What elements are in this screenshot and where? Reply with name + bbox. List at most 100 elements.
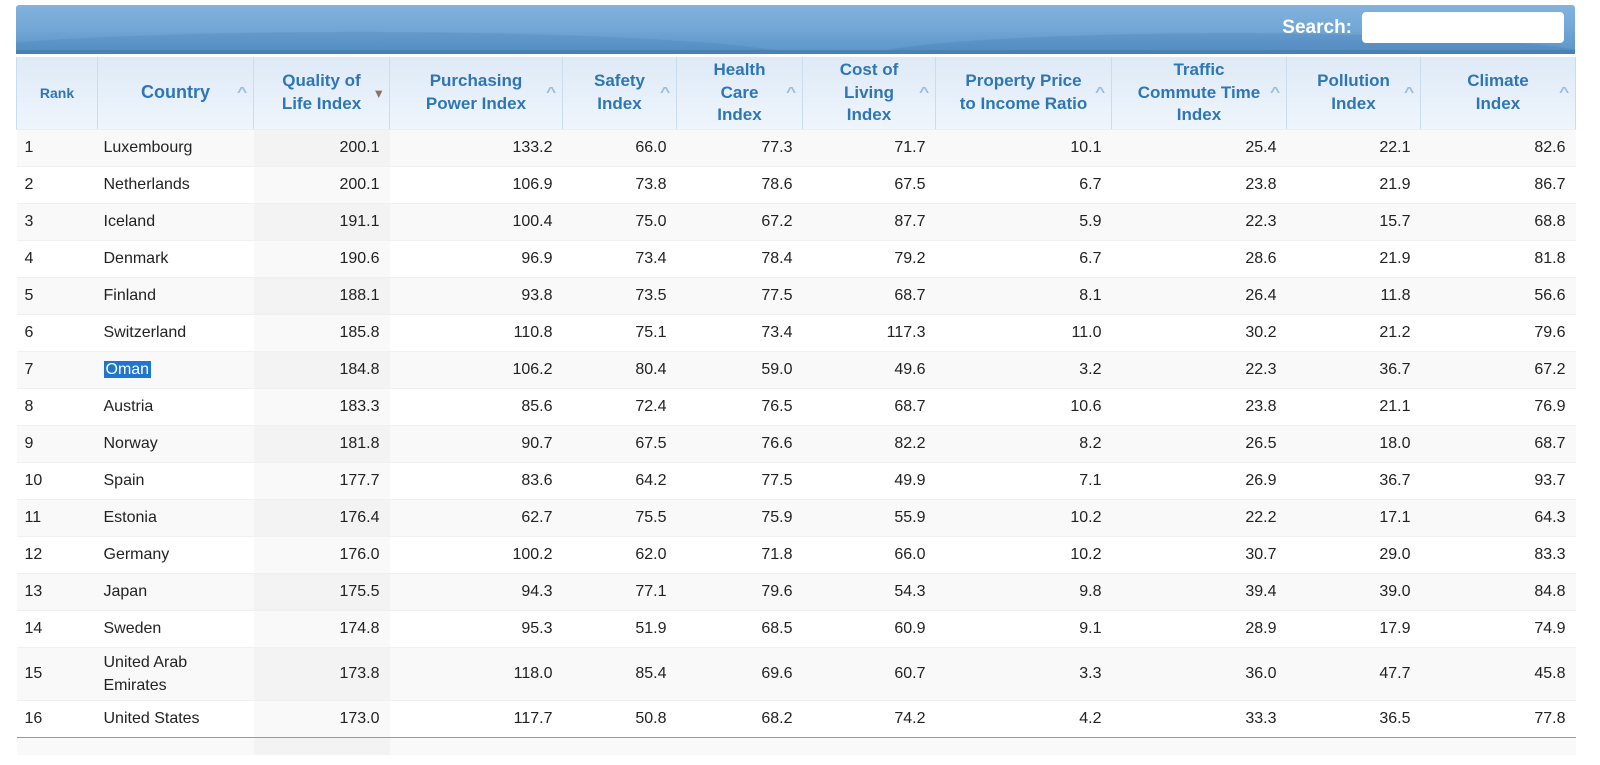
rank-cell: 2: [16, 166, 98, 204]
value-cell-pollution-index: 47.7: [1286, 647, 1421, 701]
country-name: Switzerland: [103, 324, 187, 341]
value-cell-property-price-to-income-ratio: 3.2: [935, 351, 1112, 389]
country-cell: Spain: [97, 462, 254, 500]
sort-asc-caret-icon: ^: [1558, 83, 1570, 100]
table-row: 10 Spain 177.7 83.6 64.2 77.5 49.9 7.1 26.9 36.…: [16, 462, 1576, 500]
column-header-label: Cost of Living Index: [839, 60, 899, 124]
column-header-label: Rank: [39, 84, 75, 101]
value-cell-quality-of-life-index: 176.4: [253, 499, 390, 537]
column-header-pollution-index[interactable]: Pollution Index ^: [1286, 57, 1421, 130]
value-cell-traffic-commute-time-index: 28.9: [1111, 610, 1287, 648]
column-header-label: Quality of Life Index: [281, 71, 362, 113]
value-cell-quality-of-life-index: 188.1: [253, 277, 390, 315]
value-cell-health-care-index: 68.5: [676, 610, 803, 648]
value-cell-property-price-to-income-ratio: 10.1: [935, 129, 1112, 167]
value-cell-health-care-index: 77.5: [676, 462, 803, 500]
table-row: 13 Japan 175.5 94.3 77.1 79.6 54.3 9.8 39.4 39.…: [16, 573, 1576, 611]
rank-cell: 10: [16, 462, 98, 500]
value-cell-traffic-commute-time-index: 30.7: [1111, 536, 1287, 574]
value-cell-quality-of-life-index: 177.7: [253, 462, 390, 500]
value-cell-cost-of-living-index: 117.3: [802, 314, 936, 352]
table-row: 3 Iceland 191.1 100.4 75.0 67.2 87.7 5.9 22.3 1…: [16, 203, 1576, 241]
column-header-cost-of-living-index[interactable]: Cost of Living Index ^: [802, 57, 936, 130]
value-cell-property-price-to-income-ratio: 8.2: [935, 425, 1112, 463]
value-cell-quality-of-life-index: 181.8: [253, 425, 390, 463]
value-cell-property-price-to-income-ratio: 3.3: [935, 647, 1112, 701]
value-cell-health-care-index: 76.5: [676, 388, 803, 426]
value-cell-climate-index: 86.7: [1420, 166, 1576, 204]
sort-asc-caret-icon: ^: [1094, 83, 1106, 100]
value-cell-purchasing-power-index: 106.9: [389, 166, 563, 204]
country-name: United Arab Emirates: [103, 653, 188, 694]
value-cell-quality-of-life-index: 191.1: [253, 203, 390, 241]
value-cell-climate-index: 79.6: [1420, 314, 1576, 352]
value-cell-purchasing-power-index: 95.3: [389, 610, 563, 648]
rank-cell: 1: [16, 129, 98, 167]
value-cell-health-care-index: 69.6: [676, 647, 803, 701]
value-cell-climate-index: 64.3: [1420, 499, 1576, 537]
search-input[interactable]: [1362, 12, 1564, 43]
value-cell-quality-of-life-index: 175.5: [253, 573, 390, 611]
rank-cell: 7: [16, 351, 98, 389]
column-header-climate-index[interactable]: Climate Index ^: [1420, 57, 1576, 130]
value-cell-climate-index: 67.2: [1420, 351, 1576, 389]
value-cell-property-price-to-income-ratio: 9.1: [935, 610, 1112, 648]
column-header-safety-index[interactable]: Safety Index ^: [562, 57, 677, 130]
value-cell-traffic-commute-time-index: 36.0: [1111, 647, 1287, 701]
value-cell-purchasing-power-index: 110.8: [389, 314, 563, 352]
column-header-rank[interactable]: Rank: [16, 57, 98, 130]
value-cell-safety-index: 66.0: [562, 129, 677, 167]
column-header-traffic-commute-time-index[interactable]: Traffic Commute Time Index ^: [1111, 57, 1287, 130]
table-row: 6 Switzerland 185.8 110.8 75.1 73.4 117.3 11.…: [16, 314, 1576, 352]
country-name: Japan: [103, 583, 148, 600]
value-cell-traffic-commute-time-index: 26.4: [1111, 277, 1287, 315]
value-cell-traffic-commute-time-index: 25.4: [1111, 129, 1287, 167]
value-cell-cost-of-living-index: 54.3: [802, 573, 936, 611]
rank-cell: 15: [16, 647, 98, 701]
column-header-purchasing-power-index[interactable]: Purchasing Power Index ^: [389, 57, 563, 130]
value-cell-traffic-commute-time-index: 39.4: [1111, 573, 1287, 611]
value-cell-pollution-index: 36.5: [1286, 700, 1421, 738]
value-cell-health-care-index: 59.0: [676, 351, 803, 389]
country-cell: Netherlands: [97, 166, 254, 204]
column-header-label: Safety Index: [593, 71, 646, 113]
sort-asc-caret-icon: ^: [545, 83, 557, 100]
country-name: Austria: [103, 398, 154, 415]
country-cell: Oman: [97, 351, 254, 389]
country-cell: Germany: [97, 536, 254, 574]
value-cell-quality-of-life-index: 183.3: [253, 388, 390, 426]
value-cell-quality-of-life-index: 173.0: [253, 700, 390, 738]
value-cell-quality-of-life-index: 176.0: [253, 536, 390, 574]
value-cell-safety-index: 72.4: [562, 388, 677, 426]
column-header-country[interactable]: Country ^: [97, 57, 254, 130]
table-row: 8 Austria 183.3 85.6 72.4 76.5 68.7 10.6 23.8 2…: [16, 388, 1576, 426]
column-header-property-price-to-income-ratio[interactable]: Property Price to Income Ratio ^: [935, 57, 1112, 130]
value-cell-quality-of-life-index: 190.6: [253, 240, 390, 278]
country-name: United States: [103, 710, 200, 727]
value-cell-climate-index: 76.9: [1420, 388, 1576, 426]
value-cell-health-care-index: 79.6: [676, 573, 803, 611]
value-cell-health-care-index: 77.5: [676, 277, 803, 315]
value-cell-property-price-to-income-ratio: 6.7: [935, 240, 1112, 278]
value-cell-climate-index: 74.9: [1420, 610, 1576, 648]
table-row: 7 Oman 184.8 106.2 80.4 59.0 49.6 3.2 22.3 36.7…: [16, 351, 1576, 389]
sort-desc-caret-icon: ▾: [375, 85, 382, 101]
value-cell-cost-of-living-index: 68.7: [802, 388, 936, 426]
value-cell-pollution-index: 21.9: [1286, 166, 1421, 204]
value-cell-quality-of-life-index: 173.8: [253, 647, 390, 701]
country-name: Sweden: [103, 620, 162, 637]
column-header-health-care-index[interactable]: Health Care Index ^: [676, 57, 803, 130]
value-cell-cost-of-living-index: 82.2: [802, 425, 936, 463]
column-header-quality-of-life-index[interactable]: Quality of Life Index ▾: [253, 57, 390, 130]
value-cell-purchasing-power-index: 118.0: [389, 647, 563, 701]
country-name: Estonia: [103, 509, 157, 526]
country-cell: Austria: [97, 388, 254, 426]
country-cell: Luxembourg: [97, 129, 254, 167]
value-cell-property-price-to-income-ratio: 11.0: [935, 314, 1112, 352]
table-body: 1 Luxembourg 200.1 133.2 66.0 77.3 71.7 10.1 2…: [16, 129, 1576, 755]
value-cell-safety-index: 75.1: [562, 314, 677, 352]
sort-asc-caret-icon: ^: [1403, 83, 1415, 100]
country-name: Luxembourg: [103, 139, 193, 156]
country-name: Finland: [103, 287, 156, 304]
value-cell-safety-index: 51.9: [562, 610, 677, 648]
